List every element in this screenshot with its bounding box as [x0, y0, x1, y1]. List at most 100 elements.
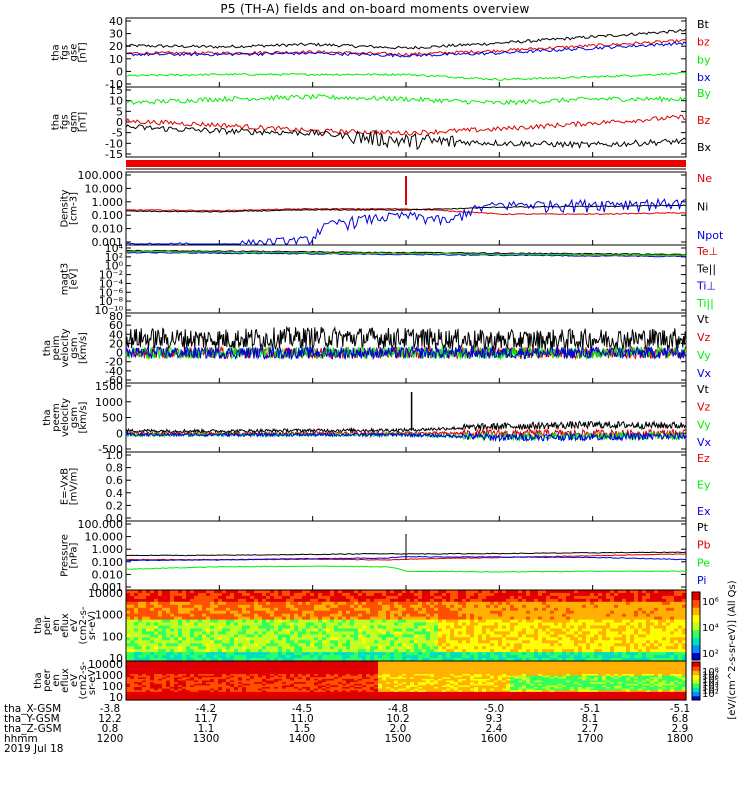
spectrogram-cell — [470, 593, 475, 597]
spectrogram-cell — [162, 625, 167, 630]
spectrogram-cell — [666, 601, 671, 606]
spectrogram-cell — [170, 665, 175, 669]
spectrogram-cell — [298, 674, 303, 677]
spectrogram-cell — [298, 598, 303, 603]
spectrogram-cell — [290, 604, 295, 609]
spectrogram-cell — [486, 625, 491, 630]
spectrogram-cell — [394, 640, 399, 644]
spectrogram-cell — [486, 598, 491, 603]
spectrogram-cell — [426, 640, 431, 644]
spectrogram-cell — [294, 598, 299, 603]
spectrogram-cell — [370, 601, 375, 606]
spectrogram-cell — [318, 664, 323, 667]
spectrogram-cell — [194, 640, 199, 644]
spectrogram-cell — [326, 669, 331, 672]
spectrogram-cell — [218, 622, 223, 627]
spectrogram-cell — [194, 634, 199, 638]
spectrogram-cell — [346, 595, 351, 600]
spectrogram-cell — [662, 628, 667, 633]
spectrogram-cell — [162, 604, 167, 609]
spectrogram-cell — [226, 598, 231, 603]
spectrogram-cell — [254, 601, 259, 606]
spectrogram-cell — [458, 607, 463, 612]
spectrogram-cell — [614, 625, 619, 630]
y-tick-label: 0.4 — [106, 487, 124, 500]
spectrogram-cell — [310, 658, 315, 662]
spectrogram-cell — [326, 616, 331, 621]
spectrogram-cell — [298, 678, 303, 682]
spectrogram-cell — [226, 634, 231, 638]
spectrogram-cell — [166, 691, 171, 695]
series-line-bt — [125, 28, 687, 50]
spectrogram-cell — [186, 665, 191, 669]
spectrogram-cell — [158, 649, 163, 653]
spectrogram-cell — [126, 662, 131, 665]
spectrogram-cell — [134, 593, 139, 597]
spectrogram-cell — [250, 593, 255, 597]
spectrogram-cell — [322, 677, 327, 680]
legend-bt: Bt — [697, 18, 710, 31]
spectrogram-cell — [674, 613, 679, 618]
spectrogram-cell — [634, 622, 639, 627]
spectrogram-cell — [178, 685, 183, 688]
y-tick-label: 40 — [109, 328, 123, 341]
spectrogram-cell — [130, 640, 135, 644]
spectrogram-cell — [594, 604, 599, 609]
spectrogram-cell — [226, 667, 231, 670]
spectrogram-cell — [562, 652, 567, 656]
spectrogram-cell — [666, 610, 671, 615]
spectrogram-cell — [554, 590, 559, 594]
spectrogram-cell — [182, 675, 187, 678]
spectrogram-cell — [290, 607, 295, 612]
spectrogram-cell — [154, 616, 159, 621]
spectrogram-cell — [458, 613, 463, 618]
spectrogram-cell — [322, 604, 327, 609]
spectrogram-cell — [446, 628, 451, 633]
spectrogram-cell — [318, 683, 323, 686]
spectrogram-cell — [294, 675, 299, 678]
spectrogram-cell — [190, 695, 195, 698]
spectrogram-cell — [326, 672, 331, 675]
spectrogram-cell — [538, 595, 543, 600]
spectrogram-cell — [306, 695, 311, 698]
spectrogram-cell — [302, 664, 307, 667]
spectrogram-cell — [358, 631, 363, 635]
spectrogram-cell — [550, 637, 555, 641]
spectrogram-cell — [494, 595, 499, 600]
spectrogram-cell — [630, 598, 635, 603]
spectrogram-cell — [314, 695, 319, 698]
spectrogram-cell — [530, 625, 535, 630]
spectrogram-cell — [246, 604, 251, 609]
spectrogram-cell — [414, 640, 419, 644]
spectrogram-cell — [210, 593, 215, 597]
spectrogram-cell — [314, 669, 319, 672]
spectrogram-cell — [158, 672, 163, 675]
spectrogram-cell — [150, 610, 155, 615]
spectrogram-cell — [154, 675, 159, 678]
spectrogram-cell — [354, 637, 359, 641]
spectrogram-cell — [158, 691, 163, 695]
spectrogram-cell — [138, 677, 143, 680]
spectrogram-cell — [302, 696, 307, 699]
spectrogram-cell — [226, 649, 231, 653]
spectrogram-cell — [230, 613, 235, 618]
spectrogram-cell — [146, 670, 151, 673]
spectrogram-cell — [450, 646, 455, 650]
spectrogram-cell — [158, 652, 163, 656]
spectrogram-cell — [574, 613, 579, 618]
spectrogram-cell — [358, 637, 363, 641]
spectrogram-cell — [222, 610, 227, 615]
spectrogram-cell — [294, 595, 299, 600]
spectrogram-cell — [470, 643, 475, 647]
spectrogram-cell — [258, 595, 263, 600]
spectrogram-cell — [682, 655, 687, 659]
spectrogram-cell — [406, 604, 411, 609]
spectrogram-cell — [222, 690, 227, 693]
spectrogram-cell — [282, 622, 287, 627]
spectrogram-cell — [534, 628, 539, 633]
spectrogram-cell — [518, 616, 523, 621]
spectrogram-cell — [626, 628, 631, 633]
spectrogram-cell — [186, 695, 191, 698]
spectrogram-cell — [578, 625, 583, 630]
spectrogram-cell — [278, 598, 283, 603]
